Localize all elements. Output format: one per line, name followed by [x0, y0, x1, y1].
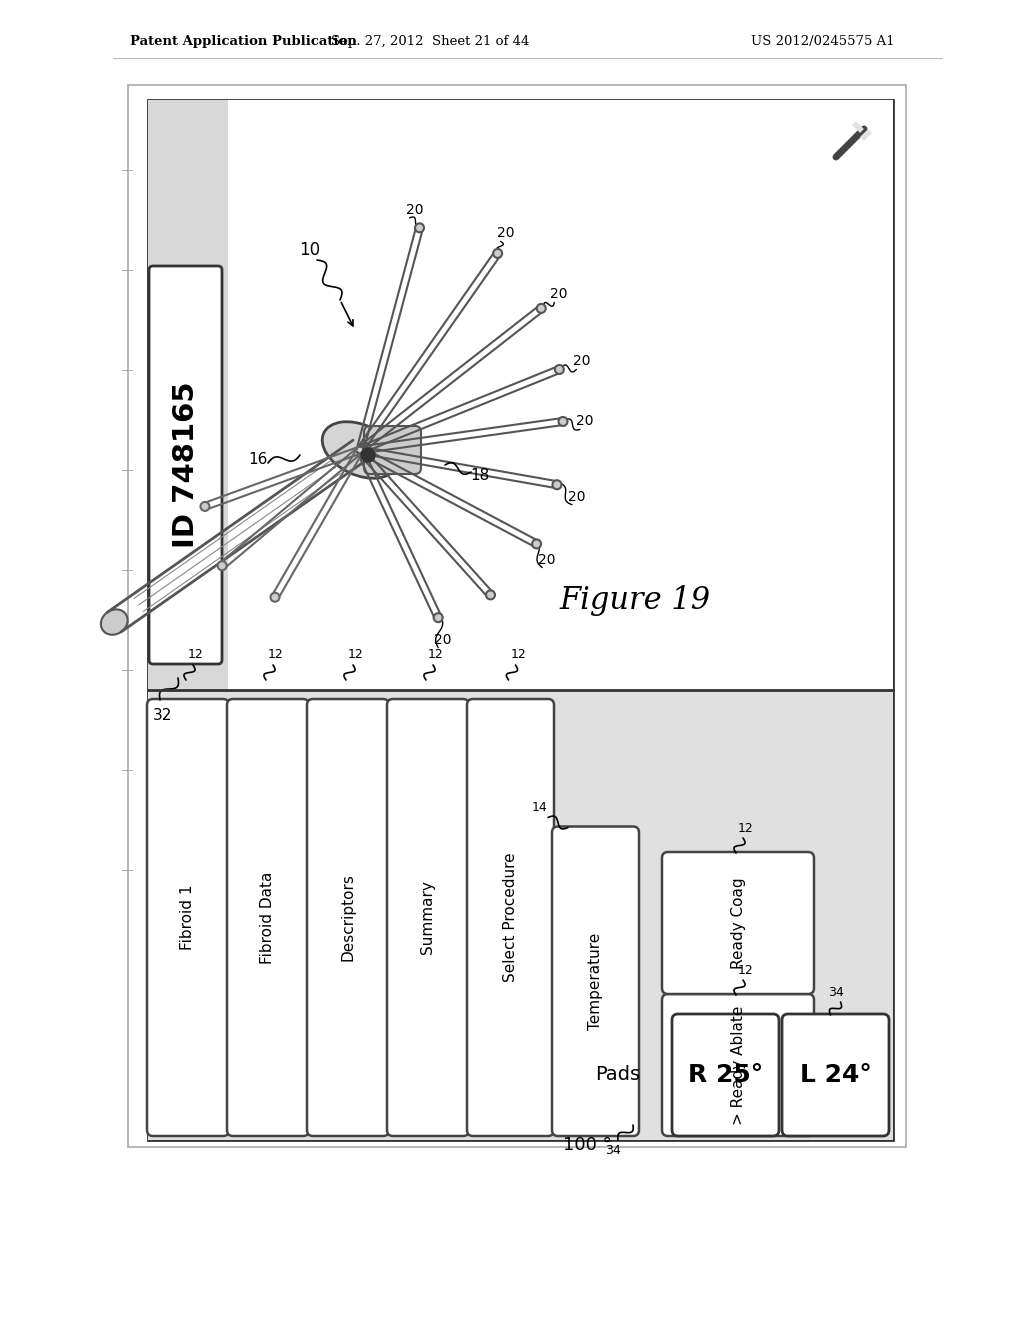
Text: 34: 34 [605, 1143, 621, 1156]
Text: Temperature: Temperature [588, 933, 603, 1030]
Circle shape [555, 364, 564, 374]
Text: L 24°: L 24° [800, 1063, 871, 1086]
Circle shape [532, 540, 541, 548]
Text: Fibroid 1: Fibroid 1 [180, 884, 196, 950]
Text: 20: 20 [434, 632, 452, 647]
Circle shape [415, 223, 424, 232]
Text: 20: 20 [406, 203, 423, 216]
Text: Figure 19: Figure 19 [559, 585, 711, 615]
Circle shape [201, 502, 210, 511]
Text: 16: 16 [248, 453, 267, 467]
Text: 12: 12 [738, 821, 754, 834]
Text: 12: 12 [428, 648, 443, 661]
Text: Fibroid Data: Fibroid Data [260, 871, 275, 964]
Text: 12: 12 [348, 648, 364, 661]
Text: > Ready Ablate: > Ready Ablate [730, 1006, 745, 1125]
FancyBboxPatch shape [662, 994, 814, 1137]
Text: Select Procedure: Select Procedure [503, 853, 518, 982]
Text: Patent Application Publication: Patent Application Publication [130, 36, 356, 49]
FancyBboxPatch shape [387, 700, 469, 1137]
FancyBboxPatch shape [662, 851, 814, 994]
Circle shape [558, 417, 567, 426]
Circle shape [218, 561, 226, 570]
FancyBboxPatch shape [782, 1014, 889, 1137]
Text: 20: 20 [568, 490, 586, 504]
Ellipse shape [323, 421, 397, 478]
Text: 20: 20 [572, 355, 590, 368]
FancyBboxPatch shape [307, 700, 389, 1137]
Text: 20: 20 [539, 553, 556, 566]
Text: 20: 20 [551, 288, 568, 301]
Bar [228, 100, 893, 690]
Text: 14: 14 [532, 801, 548, 814]
FancyBboxPatch shape [816, 110, 884, 177]
Text: R 25°: R 25° [688, 1063, 763, 1086]
Circle shape [434, 614, 442, 622]
Text: 20: 20 [577, 414, 594, 429]
Text: Sep. 27, 2012  Sheet 21 of 44: Sep. 27, 2012 Sheet 21 of 44 [331, 36, 529, 49]
Text: Descriptors: Descriptors [341, 874, 355, 961]
Circle shape [494, 249, 502, 257]
Text: Summary: Summary [421, 880, 435, 954]
Text: 34: 34 [827, 986, 844, 998]
Circle shape [361, 447, 375, 462]
Text: Pads: Pads [595, 1065, 641, 1085]
Circle shape [270, 593, 280, 602]
FancyBboxPatch shape [147, 700, 229, 1137]
Text: ID 748165: ID 748165 [171, 381, 200, 548]
Bar [148, 100, 893, 1140]
Text: US 2012/0245575 A1: US 2012/0245575 A1 [752, 36, 895, 49]
Text: 32: 32 [153, 708, 172, 722]
FancyBboxPatch shape [227, 700, 309, 1137]
Text: 12: 12 [511, 648, 526, 661]
FancyBboxPatch shape [364, 426, 421, 474]
FancyBboxPatch shape [467, 700, 554, 1137]
Bar [128, 84, 906, 1147]
Text: 10: 10 [299, 242, 321, 259]
Ellipse shape [101, 610, 128, 635]
Text: 12: 12 [268, 648, 284, 661]
Text: 100 °: 100 ° [563, 1137, 611, 1154]
Circle shape [553, 480, 561, 490]
Text: 12: 12 [738, 964, 754, 977]
Bar [148, 690, 893, 1140]
Bar [148, 100, 228, 690]
FancyBboxPatch shape [150, 267, 222, 664]
FancyBboxPatch shape [552, 826, 639, 1137]
Circle shape [853, 121, 871, 140]
Text: 12: 12 [188, 648, 204, 661]
Text: 18: 18 [470, 467, 489, 483]
Circle shape [486, 590, 495, 599]
Circle shape [537, 304, 546, 313]
Text: 20: 20 [497, 227, 514, 240]
Text: Ready Coag: Ready Coag [730, 878, 745, 969]
FancyBboxPatch shape [672, 1014, 779, 1137]
